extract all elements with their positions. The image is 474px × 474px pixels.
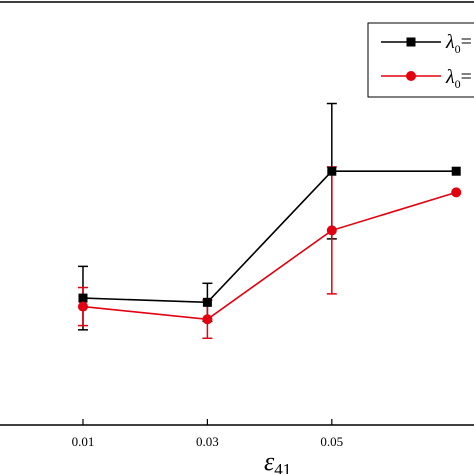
series-lines (82, 170, 457, 321)
x-axis-label: ε41 (264, 447, 291, 474)
legend-entry-series-2: λ0= (381, 66, 472, 91)
series-line-2 (82, 191, 457, 321)
x-tick-label: 0.03 (196, 434, 219, 449)
plot-frame (0, 1, 474, 426)
x-tick-label: 0.05 (320, 434, 343, 449)
data-point-series-2 (326, 225, 337, 236)
x-axis-ticks: 0.01 0.03 0.05 (72, 419, 343, 449)
x-tick-label: 0.01 (72, 434, 95, 449)
series-line-1 (82, 170, 457, 304)
data-point-series-2 (451, 187, 462, 198)
data-point-series-1 (327, 166, 337, 176)
series-markers (77, 166, 462, 325)
data-point-series-1 (78, 293, 88, 303)
data-point-series-1 (202, 297, 212, 307)
data-point-series-2 (77, 301, 88, 312)
legend-label-series-2: λ0= (445, 66, 472, 91)
data-point-series-1 (451, 166, 461, 176)
legend-entry-series-1: λ0= (381, 31, 472, 56)
legend-marker-series-2 (406, 71, 416, 81)
legend-box (367, 22, 474, 98)
legend: λ0= λ0= (367, 22, 474, 98)
legend-marker-series-1 (406, 37, 416, 47)
legend-label-series-1: λ0= (445, 31, 472, 56)
data-point-series-2 (202, 314, 213, 325)
